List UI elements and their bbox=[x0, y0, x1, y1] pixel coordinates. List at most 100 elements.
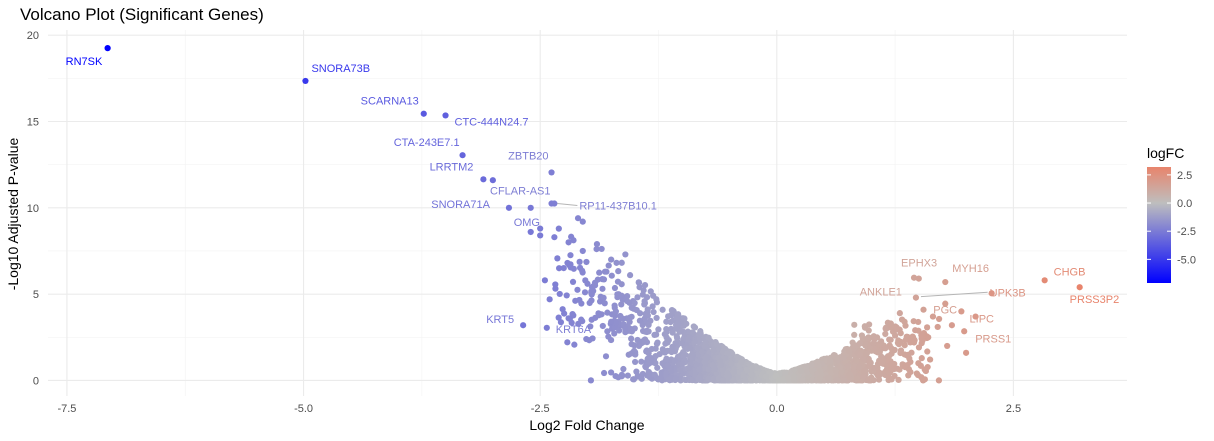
gene-point bbox=[626, 272, 634, 279]
gene-point bbox=[636, 284, 643, 291]
gene-point bbox=[913, 370, 920, 377]
gene-point bbox=[695, 375, 702, 382]
gene-point bbox=[698, 348, 705, 355]
gene-point bbox=[709, 362, 717, 369]
gene-point bbox=[672, 375, 679, 382]
labeled-gene-point bbox=[972, 313, 979, 320]
gene-point bbox=[612, 308, 619, 315]
labeled-gene-point bbox=[551, 200, 558, 207]
gene-point bbox=[587, 377, 595, 384]
gene-point bbox=[633, 306, 640, 314]
gene-point bbox=[678, 340, 686, 347]
labeled-gene-point bbox=[104, 45, 111, 52]
gene-point bbox=[645, 350, 652, 357]
gene-point bbox=[643, 328, 650, 336]
gene-point bbox=[790, 376, 797, 383]
gene-point bbox=[560, 265, 567, 272]
gene-point bbox=[641, 315, 648, 322]
gene-point bbox=[851, 331, 858, 339]
gene-point bbox=[856, 340, 863, 347]
gene-point bbox=[779, 377, 786, 384]
gene-point bbox=[686, 364, 693, 371]
gene-label: CFLAR-AS1 bbox=[490, 186, 551, 198]
gene-point bbox=[720, 377, 727, 384]
gene-point bbox=[611, 284, 619, 292]
labeled-gene-point bbox=[302, 77, 309, 85]
gene-point bbox=[641, 301, 648, 308]
gene-point bbox=[918, 355, 925, 362]
x-tick-label: -5.0 bbox=[294, 403, 313, 415]
gene-point bbox=[893, 324, 900, 331]
gene-point bbox=[576, 258, 583, 265]
gene-label: PRSS1 bbox=[975, 333, 1011, 345]
gene-point bbox=[681, 315, 688, 322]
gene-point bbox=[654, 364, 661, 371]
gene-point bbox=[607, 369, 615, 376]
gene-point bbox=[691, 339, 698, 346]
gene-point bbox=[921, 376, 928, 383]
gene-point bbox=[574, 215, 582, 222]
y-tick-label: 5 bbox=[33, 289, 39, 301]
gene-point bbox=[853, 357, 860, 364]
x-tick-label: -2.5 bbox=[531, 403, 550, 415]
legend-tick-label: -2.5 bbox=[1177, 226, 1196, 238]
gene-point bbox=[924, 348, 931, 355]
gene-point bbox=[574, 286, 581, 293]
gene-point bbox=[596, 269, 603, 276]
gene-point bbox=[791, 366, 798, 373]
gene-point bbox=[563, 292, 570, 299]
gene-point bbox=[604, 328, 611, 335]
gene-point bbox=[669, 343, 676, 351]
gene-point bbox=[713, 341, 720, 348]
gene-point bbox=[919, 337, 926, 344]
gene-point bbox=[887, 320, 894, 327]
labeled-gene-point bbox=[442, 112, 449, 119]
label-connector bbox=[920, 291, 988, 298]
gene-point bbox=[613, 259, 620, 266]
gene-point bbox=[650, 308, 657, 316]
gene-point bbox=[569, 311, 576, 318]
x-axis-ticks: -7.5 -5.0 -2.5 0.0 2.5 bbox=[57, 403, 1021, 415]
gene-point bbox=[551, 234, 558, 241]
gene-point bbox=[710, 375, 717, 383]
gene-point bbox=[569, 278, 577, 286]
gene-point bbox=[874, 349, 881, 356]
gene-label: MYH16 bbox=[952, 263, 989, 275]
gene-point bbox=[588, 288, 595, 295]
gene-point bbox=[618, 281, 625, 288]
gene-point bbox=[576, 296, 583, 304]
gene-point bbox=[948, 322, 955, 329]
gene-point bbox=[705, 334, 712, 341]
gene-point bbox=[700, 334, 708, 341]
gene-point bbox=[649, 303, 656, 310]
gene-label: OMG bbox=[514, 217, 540, 229]
gene-point bbox=[901, 342, 908, 349]
gene-point bbox=[902, 362, 909, 369]
labeled-gene-point bbox=[988, 290, 995, 297]
gene-point bbox=[653, 314, 660, 322]
gene-point bbox=[635, 338, 643, 345]
gene-point bbox=[721, 345, 728, 352]
gene-label: LIPC bbox=[970, 314, 995, 326]
gene-point bbox=[620, 321, 627, 328]
gene-label: UPK3B bbox=[990, 287, 1026, 299]
legend-tick-label: 2.5 bbox=[1177, 170, 1192, 182]
gene-point bbox=[728, 360, 735, 367]
gene-point bbox=[658, 375, 665, 382]
gene-point bbox=[808, 361, 815, 369]
gene-labels: RN7SK SNORA73B SCARNA13 CTC-444N24.7 CTA-243… bbox=[66, 56, 1120, 345]
gene-label: ANKLE1 bbox=[860, 287, 902, 299]
gene-point bbox=[888, 365, 895, 372]
gene-label: SNORA73B bbox=[311, 63, 370, 75]
gene-point bbox=[555, 314, 562, 321]
gene-point bbox=[887, 375, 894, 382]
gene-point bbox=[888, 361, 895, 368]
gene-point bbox=[666, 376, 673, 383]
gene-point bbox=[827, 357, 834, 364]
gene-point bbox=[579, 218, 586, 225]
gene-point bbox=[685, 334, 693, 341]
gene-point bbox=[743, 366, 751, 373]
legend-tick-label: 0.0 bbox=[1177, 198, 1192, 210]
gene-point bbox=[844, 362, 852, 370]
gene-point bbox=[570, 265, 577, 272]
